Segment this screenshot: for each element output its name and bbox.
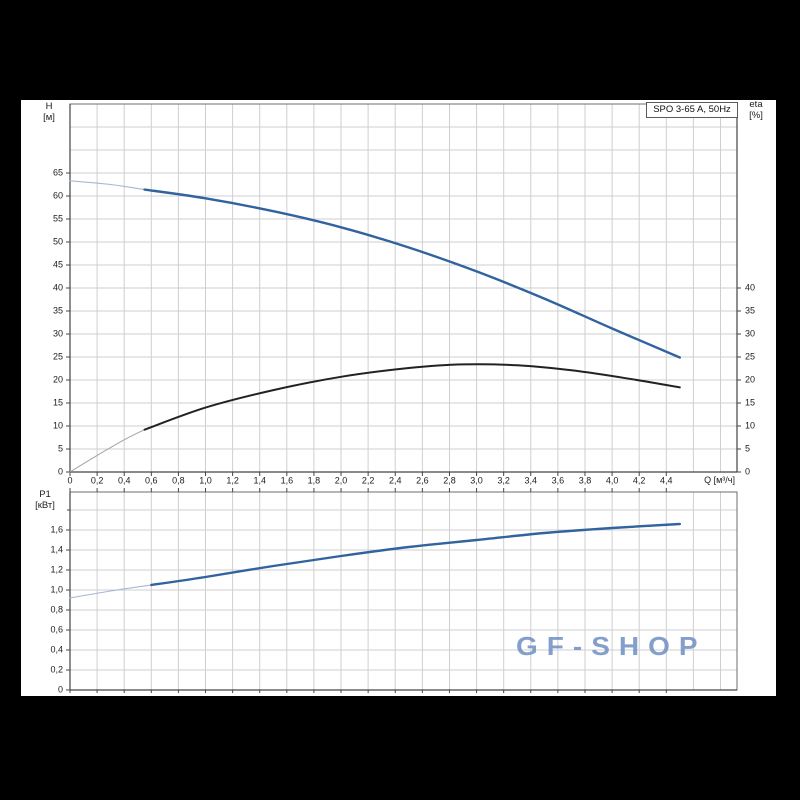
x-tick-label: 1,0 xyxy=(199,475,212,486)
power-tick-label: 0 xyxy=(57,684,63,695)
x-tick-label: 2,0 xyxy=(334,475,348,486)
x-tick-label: 0,6 xyxy=(145,475,158,486)
x-tick-label: 4,4 xyxy=(660,475,673,486)
x-tick-label: 3,2 xyxy=(497,475,510,486)
x-tick-label: 3,0 xyxy=(470,475,483,486)
power-tick-label: 0,8 xyxy=(50,604,63,615)
power-tick-label: 1,2 xyxy=(50,564,63,575)
chart-panel xyxy=(21,100,776,696)
power-tick-label: 1,6 xyxy=(50,524,63,535)
power-tick-label: 0,4 xyxy=(50,644,63,655)
x-tick-label: 4,0 xyxy=(605,475,619,486)
x-tick-label: 0,4 xyxy=(117,475,131,486)
x-tick-label: 0,8 xyxy=(172,475,185,486)
x-tick-label: 3,6 xyxy=(551,475,565,486)
eta-axis-symbol: eta xyxy=(749,99,763,110)
x-tick-label: 4,2 xyxy=(632,475,646,486)
watermark-text: GF-SHOP xyxy=(516,632,707,661)
head-tick-label: 55 xyxy=(52,213,63,224)
x-tick-label: 2,6 xyxy=(416,475,429,486)
pump-model-box: SPO 3-65 A, 50Hz xyxy=(646,102,738,118)
power-tick-label: 1,4 xyxy=(50,544,63,555)
head-tick-label: 45 xyxy=(52,259,63,270)
p1-curve-lowflow xyxy=(69,584,152,599)
power-tick-label: 0,2 xyxy=(50,664,63,675)
x-tick-label: 2,4 xyxy=(388,475,402,486)
head-tick-label: 5 xyxy=(57,443,63,454)
head-tick-label: 60 xyxy=(52,190,63,201)
flow-axis-label: Q [м³/ч] xyxy=(704,475,735,485)
eta-tick-label: 20 xyxy=(745,374,756,385)
head-axis-label: H [м] xyxy=(34,101,64,123)
head-axis-unit: [м] xyxy=(43,112,55,123)
x-tick-label: 2,8 xyxy=(443,475,456,486)
head-tick-label: 50 xyxy=(52,236,63,247)
eta-axis-label: eta [%] xyxy=(739,99,773,121)
head-tick-label: 40 xyxy=(52,282,63,293)
eta-tick-label: 5 xyxy=(745,443,751,454)
eta-curve xyxy=(143,363,681,431)
head-tick-label: 20 xyxy=(52,374,63,385)
x-tick-label: 1,8 xyxy=(307,475,321,486)
head-tick-label: 65 xyxy=(52,167,63,178)
x-tick-label: 0,2 xyxy=(90,475,104,486)
x-tick-label: 1,2 xyxy=(226,475,239,486)
power-tick-label: 1,0 xyxy=(50,584,63,595)
eta-curve-lowflow xyxy=(69,429,145,473)
eta-tick-label: 35 xyxy=(745,305,756,316)
head-tick-label: 15 xyxy=(52,397,63,408)
p1-curve xyxy=(150,522,681,587)
h-curve-lowflow xyxy=(69,180,146,191)
head-tick-label: 30 xyxy=(52,328,63,339)
power-axis-symbol: P1 xyxy=(39,489,51,500)
x-tick-label: 3,8 xyxy=(578,475,592,486)
eta-tick-label: 15 xyxy=(745,397,756,408)
head-tick-label: 35 xyxy=(52,305,63,316)
power-tick-label: 0,6 xyxy=(50,624,63,635)
head-axis-symbol: H xyxy=(45,101,53,112)
eta-axis-unit: [%] xyxy=(749,110,763,121)
eta-tick-label: 10 xyxy=(745,420,756,431)
eta-tick-label: 40 xyxy=(745,282,756,293)
eta-tick-label: 25 xyxy=(745,351,756,362)
power-axis-label: P1 [кВт] xyxy=(28,489,62,511)
x-tick-label: 2,2 xyxy=(361,475,375,486)
h-curve xyxy=(143,188,681,359)
eta-tick-label: 30 xyxy=(745,328,756,339)
x-tick-label: 1,4 xyxy=(253,475,266,486)
head-tick-label: 0 xyxy=(57,466,63,477)
x-tick-label: 1,6 xyxy=(280,475,294,486)
eta-tick-label: 0 xyxy=(745,466,751,477)
head-tick-label: 10 xyxy=(52,420,63,431)
x-tick-label: 0 xyxy=(67,475,73,486)
power-axis-unit: [кВт] xyxy=(35,500,55,511)
head-tick-label: 25 xyxy=(52,351,63,362)
x-tick-label: 3,4 xyxy=(524,475,538,486)
